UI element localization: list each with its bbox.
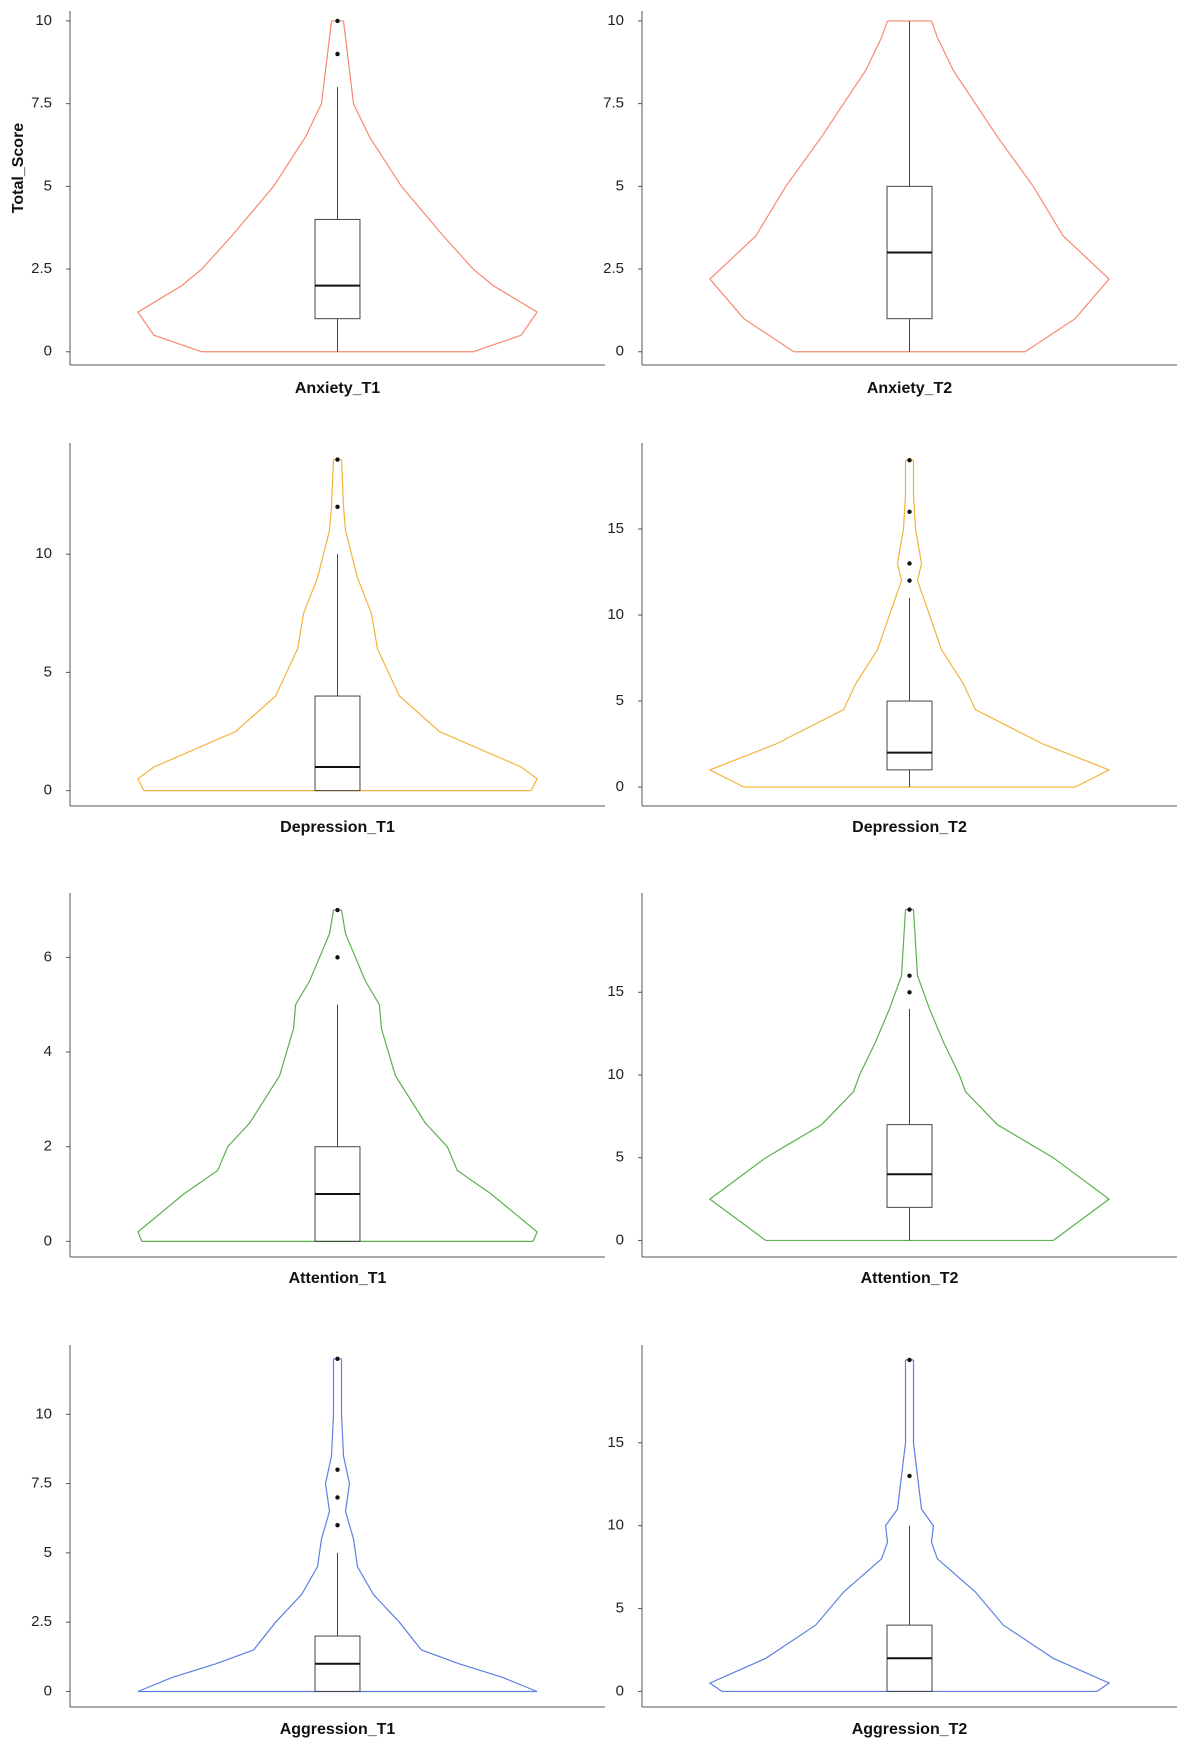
outlier [335,1495,340,1500]
x-axis-label: Aggression_T2 [852,1721,968,1738]
y-tick-label: 5 [44,1544,52,1561]
outlier [907,458,912,463]
y-tick-label: 0 [44,1232,52,1249]
y-tick-label: 5 [616,1149,624,1166]
violin-outline [340,459,538,791]
outlier [907,907,912,912]
y-tick-label: 0 [616,1231,624,1248]
x-axis-label: Anxiety_T1 [295,380,380,397]
outlier [335,907,340,913]
y-tick-label: 2.5 [31,260,52,277]
violin-outline [708,909,907,1241]
y-tick-label: 0 [616,343,624,360]
y-tick-label: 0 [616,1682,624,1699]
y-axis-label: Total_Score [10,123,27,214]
y-tick-label: 2.5 [603,260,624,277]
y-tick-label: 10 [607,12,624,29]
y-tick-label: 4 [44,1043,52,1060]
violin-outline [708,1359,907,1692]
y-tick-label: 5 [616,692,624,709]
violin-outline [912,909,1111,1241]
outlier [907,561,912,566]
y-tick-label: 10 [35,12,52,29]
violin-outline [137,20,333,353]
violin-outline [912,1359,1111,1692]
violin-outline [709,20,889,353]
y-tick-label: 0 [44,1682,52,1699]
outlier [907,1473,912,1479]
violin-outline [137,909,335,1242]
x-axis-label: Anxiety_T2 [867,380,952,397]
box [886,700,933,771]
y-tick-label: 2.5 [31,1613,52,1630]
outlier [335,504,340,510]
outlier [907,509,912,515]
y-tick-label: 7.5 [603,95,624,112]
y-tick-label: 0 [616,778,624,795]
outlier [335,457,340,462]
outlier [907,973,912,978]
outlier [335,1522,340,1528]
y-tick-label: 10 [35,1405,52,1422]
violin-outline [340,1358,538,1693]
x-axis-label: Aggression_T1 [280,1721,396,1738]
y-tick-label: 15 [607,520,624,537]
outlier [335,51,340,57]
y-tick-label: 6 [44,948,52,965]
violin-outline [342,20,538,353]
violin-outline [340,909,538,1242]
y-tick-label: 10 [35,545,52,562]
x-axis-label: Depression_T1 [280,819,395,836]
outlier [335,955,340,960]
outlier [907,578,912,583]
y-tick-label: 7.5 [31,1475,52,1492]
violin-outline [708,460,907,788]
y-tick-label: 2 [44,1138,52,1155]
y-tick-label: 15 [607,1434,624,1451]
box [314,695,361,792]
y-tick-label: 10 [607,606,624,623]
y-tick-label: 10 [607,1066,624,1083]
outlier [907,990,912,995]
outlier [907,1357,912,1363]
violin-outline [912,460,1111,788]
outlier [335,1356,340,1362]
violin-outline [137,1358,335,1693]
x-axis-label: Depression_T2 [852,819,967,836]
x-axis-label: Attention_T2 [861,1270,959,1287]
x-axis-label: Attention_T1 [289,1270,387,1287]
y-tick-label: 10 [607,1517,624,1534]
y-tick-label: 5 [616,1600,624,1617]
violin-outline [137,459,335,791]
y-tick-label: 0 [44,343,52,360]
outlier [335,18,340,24]
outlier [335,1467,340,1472]
box [314,218,361,320]
violin-outline [930,20,1110,353]
y-tick-label: 0 [44,782,52,799]
y-tick-label: 5 [44,663,52,680]
y-tick-label: 5 [616,177,624,194]
y-tick-label: 5 [44,177,52,194]
y-tick-label: 7.5 [31,95,52,112]
y-tick-label: 15 [607,983,624,1000]
box [886,1124,933,1208]
